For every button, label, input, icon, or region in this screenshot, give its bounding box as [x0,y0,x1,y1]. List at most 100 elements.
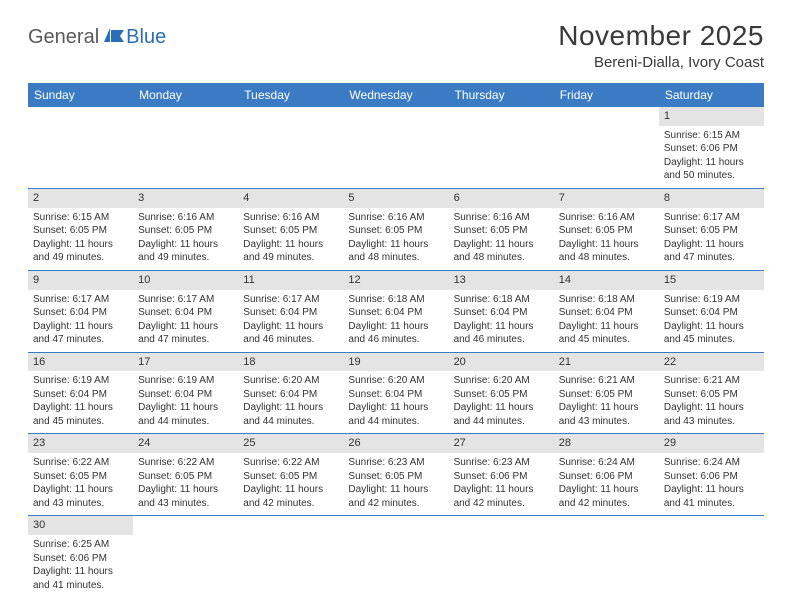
sunset-text: Sunset: 6:05 PM [243,224,338,238]
day-body: Sunrise: 6:25 AMSunset: 6:06 PMDaylight:… [28,535,133,597]
calendar-cell: 20Sunrise: 6:20 AMSunset: 6:05 PMDayligh… [449,352,554,434]
day-body: Sunrise: 6:24 AMSunset: 6:06 PMDaylight:… [659,453,764,515]
sunrise-text: Sunrise: 6:20 AM [348,374,443,388]
sunrise-text: Sunrise: 6:23 AM [454,456,549,470]
logo-flag-icon [104,28,124,42]
calendar-cell: 5Sunrise: 6:16 AMSunset: 6:05 PMDaylight… [343,188,448,270]
calendar-cell: 16Sunrise: 6:19 AMSunset: 6:04 PMDayligh… [28,352,133,434]
calendar-table: SundayMondayTuesdayWednesdayThursdayFrid… [28,83,764,597]
calendar-cell: 26Sunrise: 6:23 AMSunset: 6:05 PMDayligh… [343,434,448,516]
calendar-row: 23Sunrise: 6:22 AMSunset: 6:05 PMDayligh… [28,434,764,516]
calendar-cell: 4Sunrise: 6:16 AMSunset: 6:05 PMDaylight… [238,188,343,270]
daylight-text: Daylight: 11 hours and 48 minutes. [454,238,549,265]
calendar-cell [343,516,448,597]
day-body: Sunrise: 6:24 AMSunset: 6:06 PMDaylight:… [554,453,659,515]
calendar-cell [554,516,659,597]
calendar-cell [133,107,238,188]
sunrise-text: Sunrise: 6:22 AM [243,456,338,470]
day-number: 9 [28,271,133,290]
day-body: Sunrise: 6:17 AMSunset: 6:04 PMDaylight:… [238,290,343,352]
daylight-text: Daylight: 11 hours and 42 minutes. [454,483,549,510]
sunrise-text: Sunrise: 6:18 AM [559,293,654,307]
calendar-cell: 11Sunrise: 6:17 AMSunset: 6:04 PMDayligh… [238,270,343,352]
day-body: Sunrise: 6:21 AMSunset: 6:05 PMDaylight:… [659,371,764,433]
calendar-cell: 24Sunrise: 6:22 AMSunset: 6:05 PMDayligh… [133,434,238,516]
calendar-cell: 7Sunrise: 6:16 AMSunset: 6:05 PMDaylight… [554,188,659,270]
sunset-text: Sunset: 6:06 PM [559,470,654,484]
daylight-text: Daylight: 11 hours and 45 minutes. [33,401,128,428]
sunset-text: Sunset: 6:04 PM [33,306,128,320]
calendar-cell: 2Sunrise: 6:15 AMSunset: 6:05 PMDaylight… [28,188,133,270]
day-body: Sunrise: 6:21 AMSunset: 6:05 PMDaylight:… [554,371,659,433]
sunset-text: Sunset: 6:05 PM [559,388,654,402]
sunset-text: Sunset: 6:05 PM [243,470,338,484]
day-body: Sunrise: 6:22 AMSunset: 6:05 PMDaylight:… [238,453,343,515]
calendar-cell [449,107,554,188]
day-number: 1 [659,107,764,126]
sunrise-text: Sunrise: 6:21 AM [664,374,759,388]
day-number: 25 [238,434,343,453]
sunrise-text: Sunrise: 6:19 AM [33,374,128,388]
calendar-row: 16Sunrise: 6:19 AMSunset: 6:04 PMDayligh… [28,352,764,434]
sunrise-text: Sunrise: 6:16 AM [559,211,654,225]
header: General Blue November 2025 Bereni-Dialla… [28,20,764,71]
calendar-cell: 25Sunrise: 6:22 AMSunset: 6:05 PMDayligh… [238,434,343,516]
calendar-cell [449,516,554,597]
day-number: 24 [133,434,238,453]
day-body: Sunrise: 6:18 AMSunset: 6:04 PMDaylight:… [449,290,554,352]
calendar-cell [28,107,133,188]
sunset-text: Sunset: 6:04 PM [454,306,549,320]
sunset-text: Sunset: 6:04 PM [138,306,233,320]
calendar-cell: 1Sunrise: 6:15 AMSunset: 6:06 PMDaylight… [659,107,764,188]
day-header: Friday [554,83,659,107]
sunset-text: Sunset: 6:05 PM [664,388,759,402]
location: Bereni-Dialla, Ivory Coast [558,54,764,71]
day-body: Sunrise: 6:23 AMSunset: 6:05 PMDaylight:… [343,453,448,515]
calendar-cell: 9Sunrise: 6:17 AMSunset: 6:04 PMDaylight… [28,270,133,352]
calendar-cell: 30Sunrise: 6:25 AMSunset: 6:06 PMDayligh… [28,516,133,597]
day-number: 16 [28,353,133,372]
calendar-cell: 15Sunrise: 6:19 AMSunset: 6:04 PMDayligh… [659,270,764,352]
day-header: Wednesday [343,83,448,107]
sunrise-text: Sunrise: 6:24 AM [664,456,759,470]
calendar-cell: 17Sunrise: 6:19 AMSunset: 6:04 PMDayligh… [133,352,238,434]
sunrise-text: Sunrise: 6:19 AM [664,293,759,307]
day-number: 5 [343,189,448,208]
daylight-text: Daylight: 11 hours and 47 minutes. [664,238,759,265]
sunset-text: Sunset: 6:04 PM [243,306,338,320]
daylight-text: Daylight: 11 hours and 50 minutes. [664,156,759,183]
sunset-text: Sunset: 6:05 PM [33,224,128,238]
daylight-text: Daylight: 11 hours and 41 minutes. [33,565,128,592]
calendar-cell: 22Sunrise: 6:21 AMSunset: 6:05 PMDayligh… [659,352,764,434]
day-body: Sunrise: 6:20 AMSunset: 6:05 PMDaylight:… [449,371,554,433]
day-number: 7 [554,189,659,208]
day-header: Tuesday [238,83,343,107]
day-number: 22 [659,353,764,372]
calendar-cell [133,516,238,597]
calendar-cell: 29Sunrise: 6:24 AMSunset: 6:06 PMDayligh… [659,434,764,516]
day-number: 19 [343,353,448,372]
sunrise-text: Sunrise: 6:20 AM [243,374,338,388]
calendar-cell: 13Sunrise: 6:18 AMSunset: 6:04 PMDayligh… [449,270,554,352]
day-body: Sunrise: 6:20 AMSunset: 6:04 PMDaylight:… [238,371,343,433]
daylight-text: Daylight: 11 hours and 41 minutes. [664,483,759,510]
day-body: Sunrise: 6:16 AMSunset: 6:05 PMDaylight:… [449,208,554,270]
sunrise-text: Sunrise: 6:18 AM [454,293,549,307]
sunset-text: Sunset: 6:04 PM [138,388,233,402]
daylight-text: Daylight: 11 hours and 43 minutes. [138,483,233,510]
daylight-text: Daylight: 11 hours and 42 minutes. [348,483,443,510]
day-body: Sunrise: 6:23 AMSunset: 6:06 PMDaylight:… [449,453,554,515]
calendar-cell: 27Sunrise: 6:23 AMSunset: 6:06 PMDayligh… [449,434,554,516]
day-number: 11 [238,271,343,290]
sunrise-text: Sunrise: 6:19 AM [138,374,233,388]
month-title: November 2025 [558,20,764,52]
day-number: 26 [343,434,448,453]
daylight-text: Daylight: 11 hours and 42 minutes. [243,483,338,510]
calendar-cell: 19Sunrise: 6:20 AMSunset: 6:04 PMDayligh… [343,352,448,434]
daylight-text: Daylight: 11 hours and 49 minutes. [33,238,128,265]
sunrise-text: Sunrise: 6:15 AM [33,211,128,225]
sunset-text: Sunset: 6:06 PM [454,470,549,484]
sunset-text: Sunset: 6:05 PM [33,470,128,484]
sunrise-text: Sunrise: 6:22 AM [138,456,233,470]
sunrise-text: Sunrise: 6:24 AM [559,456,654,470]
